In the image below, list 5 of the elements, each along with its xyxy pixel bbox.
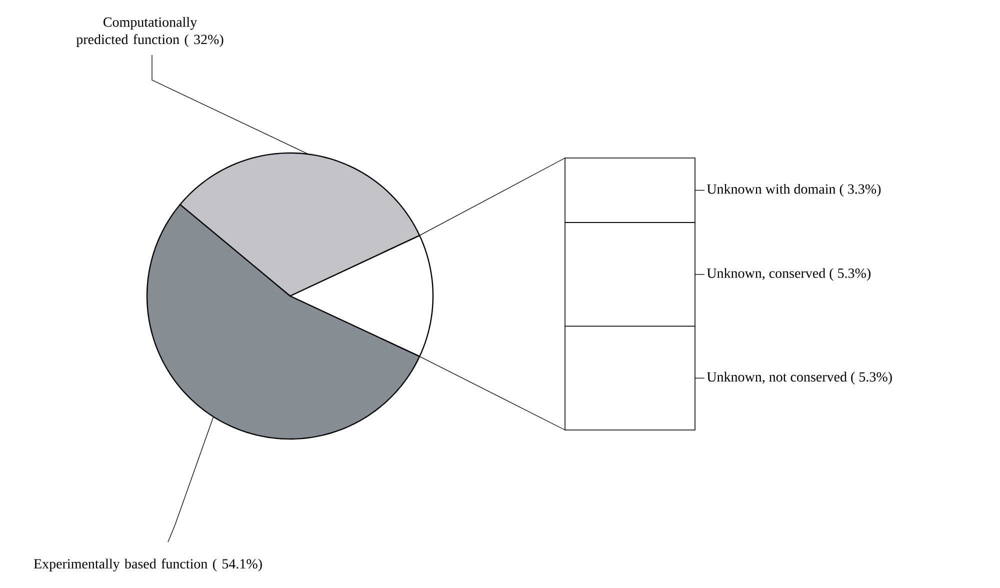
slice-label: Experimentally based function ( 54.1%) — [34, 558, 262, 572]
data-label: Unknown, not conserved ( 5.3%) — [706, 372, 892, 384]
data-label: Unknown with domain ( 3.3%) — [706, 184, 881, 197]
slice-label: Computationally predicted function ( 32%) — [76, 16, 224, 47]
data-label: Unknown, conserved ( 5.3%) — [706, 268, 870, 281]
